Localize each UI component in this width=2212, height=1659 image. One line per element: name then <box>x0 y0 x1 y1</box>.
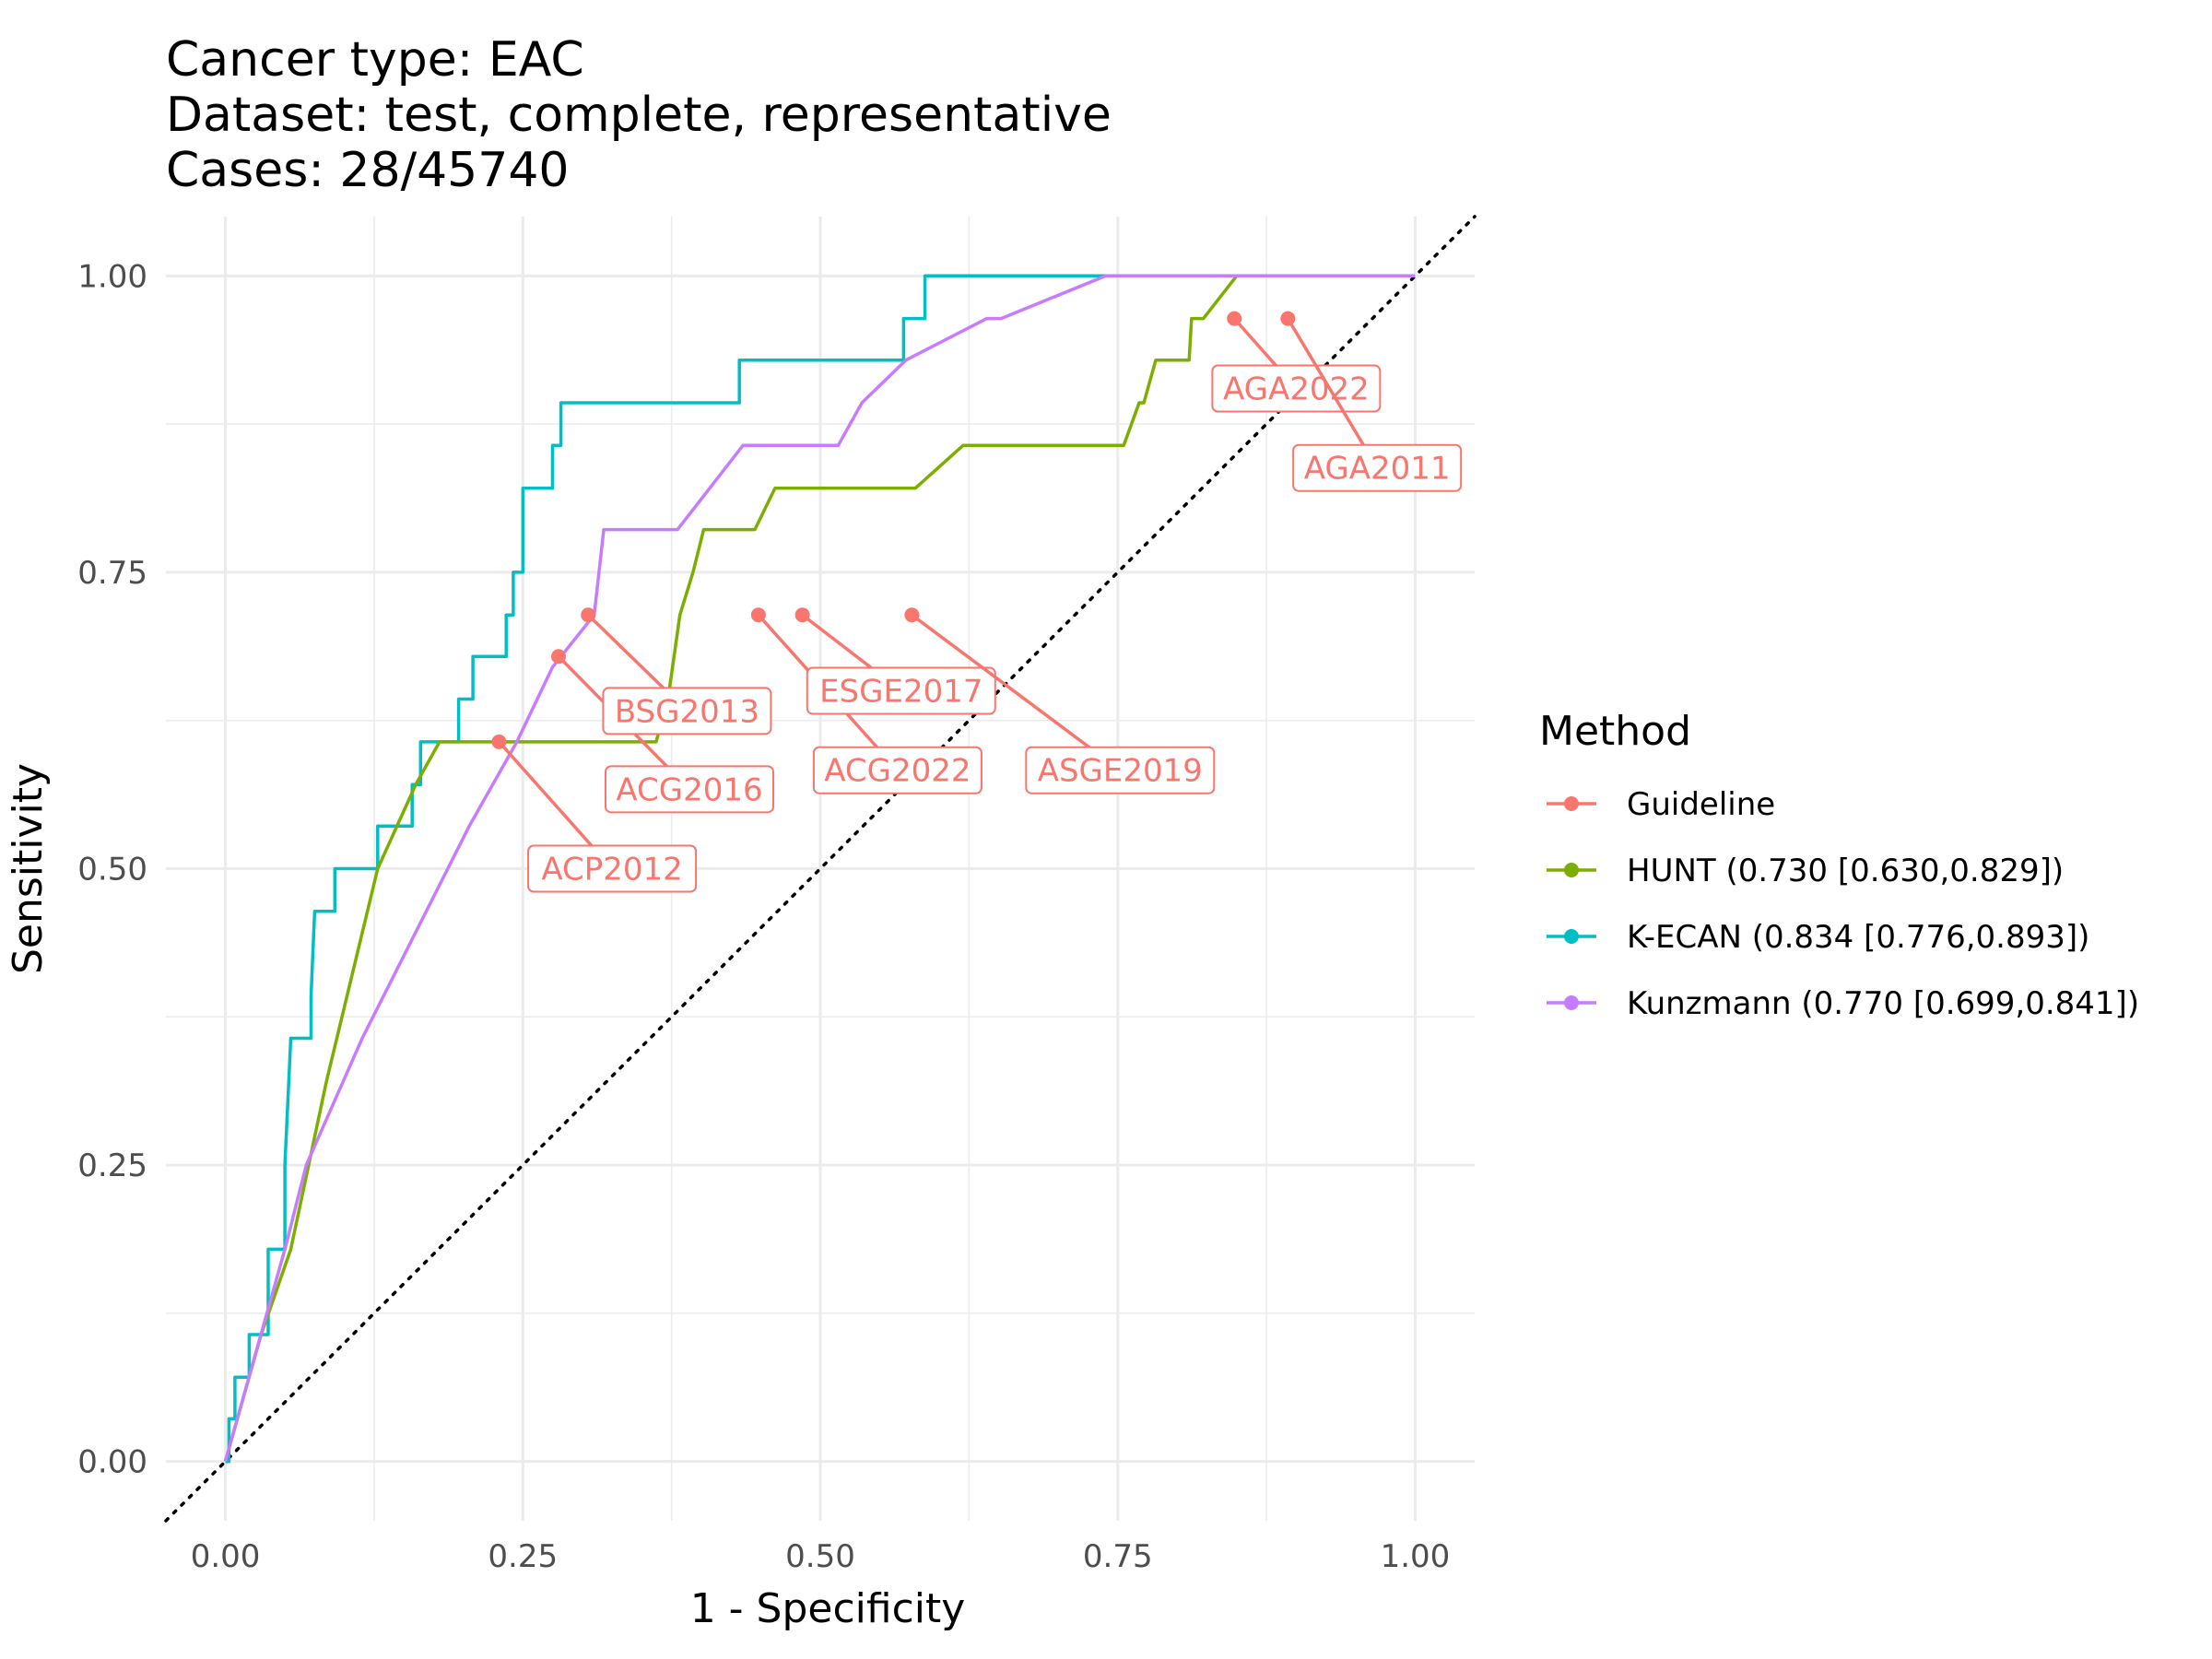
x-tick-label: 0.00 <box>191 1538 261 1575</box>
guideline-label: BSG2013 <box>615 693 759 730</box>
guideline-layer: ACP2012 ACG2016 BSG2013 ACG2022 ESGE2017 ASGE… <box>491 311 1463 893</box>
guideline-marker <box>794 607 810 623</box>
x-axis-title: 1 - Specificity <box>690 1585 966 1632</box>
guideline-label: ACG2022 <box>824 753 971 790</box>
guideline-label: ESGE2017 <box>819 674 982 711</box>
title-line-1: Cancer type: EAC <box>166 32 584 88</box>
legend-label: Guideline <box>1627 786 1775 823</box>
legend-title: Method <box>1539 708 1691 755</box>
guideline-point-aga2022: AGA2022 <box>1211 311 1382 413</box>
legend-entry: Guideline <box>1547 786 1775 823</box>
legend-label: Kunzmann (0.770 [0.699,0.841]) <box>1627 985 2139 1022</box>
legend-label: K-ECAN (0.834 [0.776,0.893]) <box>1627 919 2089 956</box>
guideline-label: AGA2022 <box>1223 371 1370 408</box>
guideline-marker <box>904 607 920 623</box>
y-tick-label: 0.00 <box>77 1444 147 1481</box>
legend-key-dot <box>1564 995 1579 1010</box>
guideline-label: AGA2011 <box>1304 451 1451 488</box>
guideline-point-acp2012: ACP2012 <box>491 734 698 893</box>
guideline-marker <box>491 734 507 749</box>
y-tick-label: 0.50 <box>77 852 147 888</box>
y-axis-title: Sensitivity <box>5 763 52 974</box>
x-tick-label: 1.00 <box>1381 1538 1451 1575</box>
x-tick-label: 0.75 <box>1083 1538 1153 1575</box>
y-tick-label: 1.00 <box>77 258 147 295</box>
title-line-3: Cases: 28/45740 <box>166 143 570 198</box>
legend: Method Guideline HUNT (0.730 [0.630,0.829… <box>1539 708 2139 1022</box>
guideline-point-esge2017: ESGE2017 <box>794 607 996 715</box>
guideline-label-box <box>602 687 772 735</box>
x-tick-label: 0.25 <box>488 1538 558 1575</box>
guideline-label-box <box>1025 746 1216 794</box>
legend-entry: K-ECAN (0.834 [0.776,0.893]) <box>1547 919 2089 956</box>
legend-label: HUNT (0.730 [0.630,0.829]) <box>1627 853 2064 889</box>
chart-title: Cancer type: EAC Dataset: test, complete… <box>166 32 1112 198</box>
legend-key-dot <box>1564 796 1579 811</box>
guideline-leader <box>1286 317 1379 469</box>
guideline-label-box <box>527 844 698 893</box>
guideline-label-box <box>1292 443 1463 492</box>
series-line-k-ecan <box>225 274 1416 1464</box>
guideline-label: ACG2016 <box>616 771 762 808</box>
legend-key-dot <box>1564 863 1579 877</box>
grid <box>166 217 1475 1521</box>
guideline-label-box <box>812 746 982 794</box>
legend-entry: HUNT (0.730 [0.630,0.829]) <box>1547 853 2064 889</box>
guideline-marker <box>750 607 766 623</box>
guideline-point-acg2022: ACG2022 <box>750 607 982 794</box>
guideline-marker <box>551 649 566 665</box>
legend-entry: Kunzmann (0.770 [0.699,0.841]) <box>1547 985 2139 1022</box>
y-tick-label: 0.75 <box>77 555 147 592</box>
guideline-point-bsg2013: BSG2013 <box>581 607 772 735</box>
series-line-kunzmann <box>223 274 1416 1463</box>
guideline-leader <box>911 613 1122 772</box>
guideline-label: ASGE2019 <box>1038 753 1203 790</box>
guideline-marker <box>581 607 596 623</box>
guideline-label-box <box>605 765 774 814</box>
guideline-point-aga2011: AGA2011 <box>1280 311 1463 492</box>
guideline-label-box <box>806 666 996 715</box>
y-tick-label: 0.25 <box>77 1147 147 1184</box>
series-line-hunt <box>223 274 1416 1463</box>
reference-line-layer <box>164 215 1477 1523</box>
series-layer <box>223 274 1416 1464</box>
guideline-point-asge2019: ASGE2019 <box>904 607 1216 794</box>
legend-key-dot <box>1564 929 1579 944</box>
guideline-marker <box>1280 311 1296 326</box>
guideline-label: ACP2012 <box>541 852 682 888</box>
guideline-marker <box>1227 311 1242 326</box>
title-line-2: Dataset: test, complete, representative <box>166 88 1112 143</box>
reference-diagonal <box>164 215 1477 1523</box>
x-tick-label: 0.50 <box>785 1538 855 1575</box>
axis-ticks: 0.00 0.25 0.50 0.75 1.00 0.00 0.25 0.50 0.75 1.00 <box>77 258 1450 1575</box>
